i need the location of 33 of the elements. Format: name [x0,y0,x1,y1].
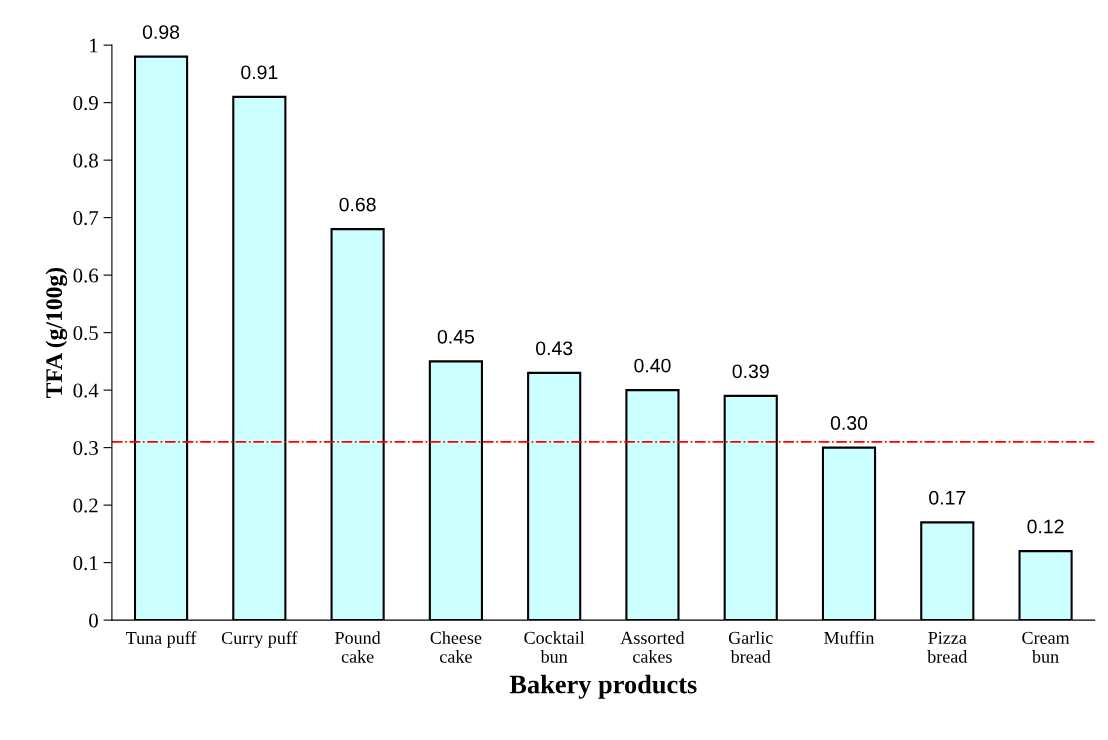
data-label: 0.12 [1027,519,1064,534]
x-tick-label: Curry puff [221,631,298,648]
data-label: 0.17 [929,490,966,505]
data-label: 0.98 [142,25,180,39]
x-tick-label: Cocktail bun [524,631,585,663]
y-tick-label: 0.1 [73,556,98,571]
y-tick-label: 0.2 [73,498,98,513]
data-label: 0.45 [437,329,474,344]
x-axis-title: Bakery products [509,674,697,699]
x-tick-label: Assorted cakes [620,631,685,663]
x-tick-label: Muffin [824,631,875,644]
y-tick-label: 0 [89,613,98,628]
x-tick-label: Pizza bread [927,631,968,663]
data-label: 0.40 [634,358,671,373]
data-label: 0.91 [241,65,278,80]
x-tick-label: Tuna puff [126,631,197,648]
data-label: 0.68 [339,197,376,212]
y-tick-label: 0.7 [73,211,99,226]
y-tick-label: 0.5 [73,326,98,341]
data-label: 0.30 [830,416,868,430]
data-label: 0.43 [536,341,573,356]
y-tick-label: 0.8 [73,153,98,168]
y-tick-label: 0.9 [73,96,98,111]
y-axis-title: TFA (g/100g) [45,267,68,398]
y-tick-label: 0.6 [73,268,99,283]
x-tick-label: Cheese cake [430,631,482,663]
y-tick-label: 0.3 [73,441,98,456]
x-tick-label: Cream bun [1022,631,1070,663]
x-tick-label: Pound cake [335,631,381,663]
x-tick-label: Garlic bread [728,631,773,663]
y-tick-label: 0.4 [73,383,99,398]
y-tick-label: 1 [90,38,98,53]
data-label: 0.39 [732,364,769,379]
